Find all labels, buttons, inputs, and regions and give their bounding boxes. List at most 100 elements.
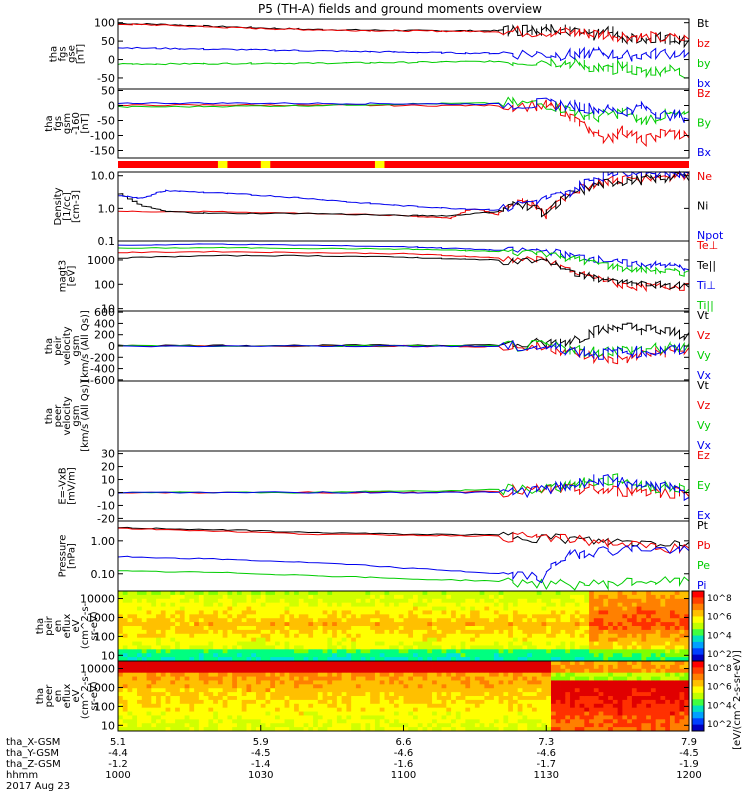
spectrogram-cell <box>574 723 580 728</box>
spectrogram-cell <box>627 649 633 654</box>
spectrogram-cell <box>593 633 599 639</box>
spectrogram-cell <box>536 661 542 666</box>
spectrogram-cell <box>531 653 538 658</box>
spectrogram-cell <box>579 664 585 670</box>
spectrogram-cell <box>222 657 228 662</box>
spectrogram-cell <box>489 649 495 654</box>
spectrogram-cell <box>322 723 328 728</box>
spectrogram-cell <box>151 591 157 596</box>
spectrogram-cell <box>389 591 395 596</box>
spectrogram-cell <box>517 723 523 728</box>
spectrogram-cell <box>574 696 580 701</box>
spectrogram-cell <box>227 591 233 596</box>
spectrogram-cell <box>127 707 133 712</box>
spectrogram-cell <box>255 622 262 627</box>
spectrogram-cell <box>612 703 619 709</box>
spectrogram-cell <box>346 664 352 670</box>
spectrogram-cell <box>446 626 452 631</box>
spectrogram-cell <box>298 703 304 709</box>
spectrogram-cell <box>565 602 571 607</box>
spectrogram-cell <box>546 680 552 685</box>
spectrogram-cell <box>279 602 285 607</box>
spectrogram-cell <box>436 591 442 596</box>
spectrogram-cell <box>360 727 366 732</box>
spectrogram-cell <box>493 723 500 728</box>
spectrogram-cell <box>246 637 252 642</box>
spectrogram-cell <box>365 629 371 635</box>
spectrogram-cell <box>241 692 247 697</box>
spectrogram-cell <box>227 661 233 666</box>
spectrogram-cell <box>603 699 609 705</box>
spectrogram-cell <box>294 707 300 712</box>
spectrogram-cell <box>132 676 138 681</box>
spectrogram-cell <box>408 629 414 635</box>
spectrogram-cell <box>484 703 490 709</box>
spectrogram-cell <box>346 641 352 646</box>
spectrogram-cell <box>474 699 481 705</box>
spectrogram-cell <box>165 633 171 639</box>
spectrogram-cell <box>427 602 433 607</box>
spectrogram-cell <box>132 672 138 677</box>
spectrogram-cell <box>260 649 266 654</box>
spectrogram-cell <box>255 680 262 685</box>
spectrogram-cell <box>222 626 228 631</box>
spectrogram-cell <box>641 703 647 709</box>
spectrogram-cell <box>551 719 557 724</box>
spectrogram-cell <box>503 649 509 654</box>
spectrogram-cell <box>303 715 309 720</box>
spectrogram-cell <box>360 649 366 654</box>
spectrogram-cell <box>493 711 500 716</box>
spectrogram-cell <box>446 591 452 596</box>
spectrogram-cell <box>570 626 576 631</box>
spectrogram-cell <box>617 594 623 600</box>
spectrogram-cell <box>441 664 447 670</box>
spectrogram-cell <box>217 610 224 615</box>
spectrogram-cell <box>432 688 438 693</box>
spectrogram-cell <box>422 661 428 666</box>
spectrogram-cell <box>674 626 680 631</box>
spectrogram-cell <box>355 668 362 674</box>
spectrogram-cell <box>189 692 195 697</box>
spectrogram-cell <box>674 680 680 685</box>
spectrogram-cell <box>275 680 281 685</box>
spectrogram-cell <box>160 707 166 712</box>
spectrogram-cell <box>289 692 295 697</box>
spectrogram-cell <box>232 672 238 677</box>
spectrogram-cell <box>175 629 181 635</box>
spectrogram-cell <box>612 676 619 681</box>
spectrogram-cell <box>455 649 461 654</box>
spectrogram-cell <box>603 629 609 635</box>
spectrogram-cell <box>160 641 166 646</box>
spectrogram-cell <box>617 629 623 635</box>
spectrogram-cell <box>622 680 628 685</box>
spectrogram-cell <box>213 703 219 709</box>
spectrogram-cell <box>341 653 347 658</box>
spectrogram-cell <box>646 645 652 650</box>
legend-entry: Bz <box>697 87 711 100</box>
spectrogram-cell <box>589 703 595 709</box>
spectrogram-cell <box>203 606 209 611</box>
spectrogram-cell <box>198 649 205 654</box>
spectrogram-cell <box>189 653 195 658</box>
spectrogram-cell <box>289 591 295 596</box>
spectrogram-cell <box>422 633 428 639</box>
spectrogram-cell <box>203 591 209 596</box>
spectrogram-cell <box>408 641 414 646</box>
spectrogram-cell <box>289 622 295 627</box>
legend-entry: Ne <box>697 170 712 183</box>
spectrogram-cell <box>636 629 642 635</box>
spectrogram-cell <box>265 622 271 627</box>
spectrogram-cell <box>298 723 304 728</box>
spectrogram-cell <box>384 618 390 623</box>
spectrogram-cell <box>389 598 395 604</box>
spectrogram-cell <box>360 633 366 639</box>
spectrogram-cell <box>522 676 528 681</box>
spectrogram-cell <box>365 723 371 728</box>
spectrogram-cell <box>384 688 390 693</box>
spectrogram-cell <box>165 664 171 670</box>
colorbar-tick-label: 10^2 <box>707 720 732 730</box>
spectrogram-cell <box>565 727 571 732</box>
spectrogram-cell <box>546 641 552 646</box>
spectrogram-cell <box>132 614 138 619</box>
spectrogram-cell <box>470 727 476 732</box>
